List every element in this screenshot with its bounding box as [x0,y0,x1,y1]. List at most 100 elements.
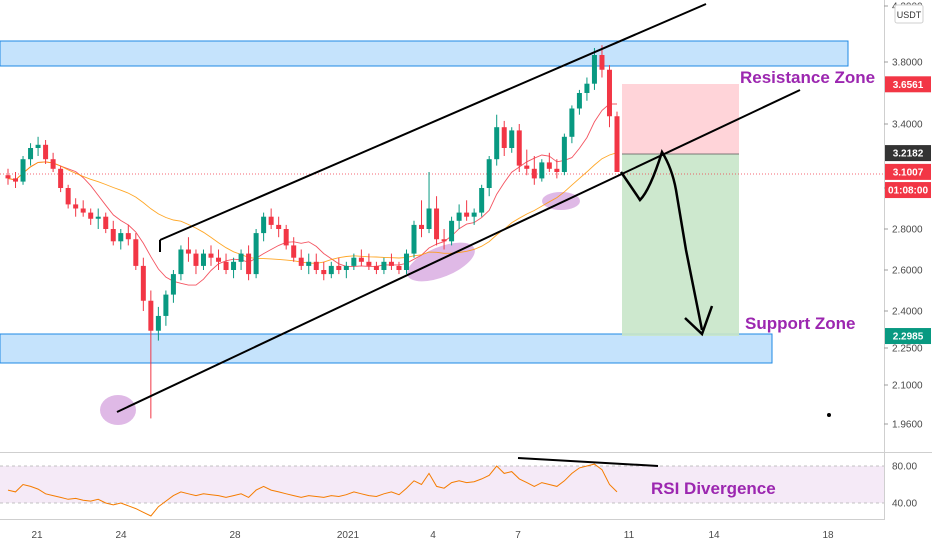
candle[interactable] [561,133,567,176]
candle[interactable] [426,172,432,234]
candle[interactable] [73,198,79,217]
candle[interactable] [13,172,19,188]
candle[interactable] [546,152,552,172]
candle[interactable] [253,229,259,279]
candle[interactable] [471,208,477,225]
time-axis[interactable]: 21 24 28 2021 4 7 11 14 18 [31,530,834,541]
stop-loss-box[interactable] [622,84,739,154]
candle[interactable] [403,249,409,275]
candle[interactable] [28,143,34,166]
candle[interactable] [231,257,237,279]
candle[interactable] [291,237,297,262]
candle[interactable] [396,261,402,275]
take-profit-box[interactable] [622,154,739,336]
candle[interactable] [479,184,485,217]
candle[interactable] [178,245,184,281]
candle[interactable] [366,253,372,270]
candle[interactable] [238,249,244,271]
candle[interactable] [43,140,49,164]
rsi-divergence-line[interactable] [517,457,659,467]
candle[interactable] [110,220,116,246]
projected-path-arrow[interactable] [619,149,704,331]
candle[interactable] [103,212,109,234]
candle[interactable] [606,65,612,128]
candle[interactable] [155,306,161,341]
candle[interactable] [388,253,394,270]
price-axis[interactable]: 4.20003.80003.40003.00002.80002.60002.40… [884,2,923,431]
candle[interactable] [20,156,26,185]
candle[interactable] [276,216,282,238]
rsi-line[interactable] [7,463,618,517]
candle[interactable] [599,45,605,78]
candle[interactable] [486,156,492,197]
candle[interactable] [313,253,319,275]
candle[interactable] [441,229,447,250]
candle[interactable] [170,270,176,303]
candle[interactable] [464,200,470,221]
candle[interactable] [434,196,440,246]
candle[interactable] [193,249,199,275]
candle[interactable] [298,249,304,271]
candle[interactable] [321,261,327,281]
candle[interactable] [584,77,590,101]
rsi-axis[interactable]: 80.00 40.00 [892,462,917,510]
candle[interactable] [125,224,131,246]
candle[interactable] [246,245,252,281]
candle[interactable] [381,257,387,275]
candle[interactable] [118,229,124,250]
candle-body [591,55,597,84]
candle[interactable] [419,200,425,238]
candle-body [306,261,312,266]
candle[interactable] [268,208,274,230]
candle[interactable] [336,257,342,275]
support-zone[interactable] [0,333,773,364]
candle[interactable] [261,212,267,242]
candle[interactable] [185,237,191,262]
candlesticks[interactable] [5,45,620,419]
candle[interactable] [531,156,537,185]
channel-lower-line[interactable] [116,89,801,413]
candle[interactable] [411,220,417,258]
candle[interactable] [65,184,71,209]
candle[interactable] [373,261,379,275]
candle[interactable] [133,233,139,270]
candle-body [486,159,492,188]
candle[interactable] [554,159,560,179]
candle[interactable] [163,290,169,326]
candle[interactable] [456,204,462,229]
candle[interactable] [516,124,522,172]
time-tick-label: 21 [31,530,43,541]
candle[interactable] [35,136,41,156]
candle[interactable] [328,261,334,279]
candle[interactable] [509,127,515,153]
candle[interactable] [524,149,530,176]
candle[interactable] [208,245,214,266]
candle[interactable] [351,253,357,270]
candle[interactable] [95,208,101,230]
candle[interactable] [140,257,146,311]
candle[interactable] [343,261,349,279]
candle[interactable] [591,48,597,90]
candle[interactable] [501,120,507,156]
candle[interactable] [449,216,455,246]
candle[interactable] [50,152,56,172]
candle[interactable] [283,224,289,250]
channel-upper-line[interactable] [159,3,707,241]
currency-box[interactable] [894,4,924,24]
resistance-zone[interactable] [0,40,849,67]
candle[interactable] [200,249,206,271]
candle[interactable] [358,249,364,266]
candle[interactable] [80,200,86,217]
candle[interactable] [576,89,582,115]
candle[interactable] [494,114,500,166]
candle[interactable] [306,253,312,275]
candle[interactable] [216,249,222,271]
candle[interactable] [569,105,575,144]
candle[interactable] [5,168,11,185]
candle[interactable] [614,111,620,172]
candle[interactable] [58,165,64,193]
candle[interactable] [88,208,94,225]
candle[interactable] [223,253,229,275]
candle[interactable] [539,159,545,182]
